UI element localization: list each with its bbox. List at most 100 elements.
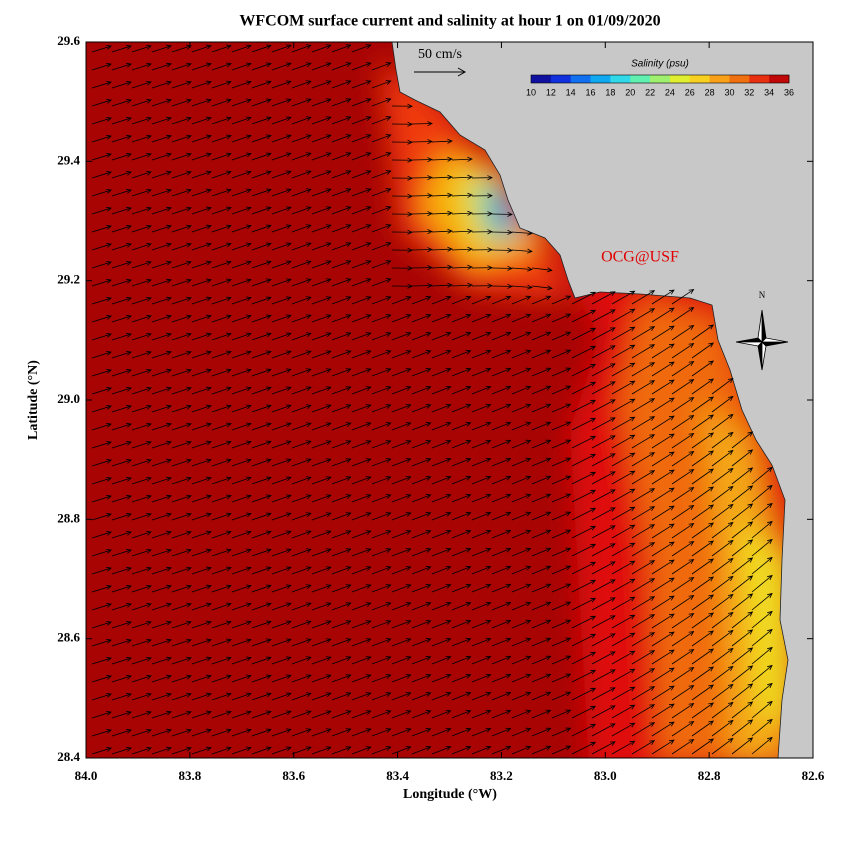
current-arrow xyxy=(491,283,513,289)
current-arrow xyxy=(91,260,112,269)
current-arrow xyxy=(291,260,312,269)
current-arrow xyxy=(211,350,232,359)
current-arrow xyxy=(451,349,472,359)
current-arrow xyxy=(551,313,572,323)
current-arrow xyxy=(151,476,172,485)
current-arrow xyxy=(551,421,572,431)
current-arrow xyxy=(551,547,572,557)
current-arrow xyxy=(211,566,232,575)
current-arrow xyxy=(331,332,352,341)
current-arrow xyxy=(231,656,252,665)
current-arrow xyxy=(351,350,372,359)
current-arrow xyxy=(91,134,112,143)
current-arrow xyxy=(371,512,392,521)
current-arrow xyxy=(531,457,552,467)
current-vectors xyxy=(91,44,773,755)
current-arrow xyxy=(271,62,292,71)
current-arrow xyxy=(591,597,616,611)
current-arrow xyxy=(331,206,352,215)
current-arrow xyxy=(151,98,172,107)
current-arrow xyxy=(471,247,493,253)
current-arrow xyxy=(291,656,312,665)
current-arrow xyxy=(211,656,232,665)
current-arrow xyxy=(311,620,332,629)
current-arrow xyxy=(631,488,656,503)
current-arrow xyxy=(291,116,312,125)
current-arrow xyxy=(231,422,252,431)
current-arrow xyxy=(371,224,392,233)
current-arrow xyxy=(351,512,372,521)
current-arrow xyxy=(351,98,372,107)
current-arrow xyxy=(171,368,192,377)
current-arrow xyxy=(351,332,372,341)
current-arrow xyxy=(211,242,232,251)
current-arrow xyxy=(291,728,312,737)
current-arrow xyxy=(391,728,412,737)
current-arrow xyxy=(351,746,372,755)
current-arrow xyxy=(111,80,132,89)
current-arrow xyxy=(311,512,332,521)
current-arrow xyxy=(271,368,292,377)
current-arrow xyxy=(331,440,352,449)
current-arrow xyxy=(691,378,715,395)
current-arrow xyxy=(631,740,656,755)
current-arrow xyxy=(411,121,433,127)
current-arrow xyxy=(251,260,272,269)
current-arrow xyxy=(491,727,512,737)
current-arrow xyxy=(151,206,172,215)
current-arrow xyxy=(451,691,472,701)
current-arrow xyxy=(331,710,352,719)
current-arrow xyxy=(131,710,152,719)
current-arrow xyxy=(651,505,675,521)
current-arrow xyxy=(651,595,675,611)
current-arrow xyxy=(711,395,734,413)
current-arrow xyxy=(151,494,172,503)
current-arrow xyxy=(491,439,512,449)
current-arrow xyxy=(371,548,392,557)
current-arrow xyxy=(671,577,695,593)
current-arrow xyxy=(651,415,675,431)
current-arrow xyxy=(631,398,656,413)
current-arrow xyxy=(391,283,413,289)
current-arrow xyxy=(491,421,512,431)
current-arrow xyxy=(151,530,172,539)
current-arrow xyxy=(391,404,412,413)
current-arrow xyxy=(571,561,597,575)
current-arrow xyxy=(431,493,452,503)
current-arrow xyxy=(291,422,312,431)
current-arrow xyxy=(671,289,695,305)
current-arrow xyxy=(511,691,532,701)
current-arrow xyxy=(311,44,332,53)
current-arrow xyxy=(451,673,472,683)
current-arrow xyxy=(351,620,372,629)
current-arrow xyxy=(151,350,172,359)
current-arrow xyxy=(631,560,656,575)
current-arrow xyxy=(111,242,132,251)
current-arrow xyxy=(351,476,372,485)
current-arrow xyxy=(331,728,352,737)
current-arrow xyxy=(411,620,432,629)
current-arrow xyxy=(571,381,597,395)
current-arrow xyxy=(251,404,272,413)
current-arrow xyxy=(431,673,452,683)
current-arrow xyxy=(151,296,172,305)
current-arrow xyxy=(591,327,616,341)
current-arrow xyxy=(211,494,232,503)
current-arrow xyxy=(411,566,432,575)
current-arrow xyxy=(371,170,392,179)
current-arrow xyxy=(551,619,572,629)
current-arrow xyxy=(151,242,172,251)
current-arrow xyxy=(431,264,453,270)
current-arrow xyxy=(711,557,734,575)
current-arrow xyxy=(711,503,734,521)
current-arrow xyxy=(611,488,636,503)
current-arrow xyxy=(271,512,292,521)
current-arrow xyxy=(271,548,292,557)
current-arrow xyxy=(351,638,372,647)
current-arrow xyxy=(651,631,675,647)
current-arrow xyxy=(371,728,392,737)
current-arrow xyxy=(731,467,754,485)
current-arrow xyxy=(731,539,754,557)
current-arrow xyxy=(131,656,152,665)
current-arrow xyxy=(451,457,472,467)
